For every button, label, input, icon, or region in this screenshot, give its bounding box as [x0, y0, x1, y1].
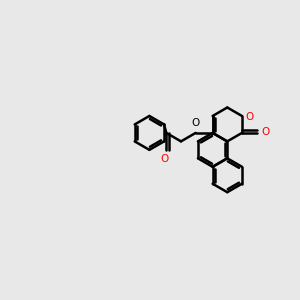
Text: O: O [161, 154, 169, 164]
Text: O: O [261, 127, 269, 137]
Text: O: O [191, 118, 200, 128]
Text: O: O [245, 112, 254, 122]
